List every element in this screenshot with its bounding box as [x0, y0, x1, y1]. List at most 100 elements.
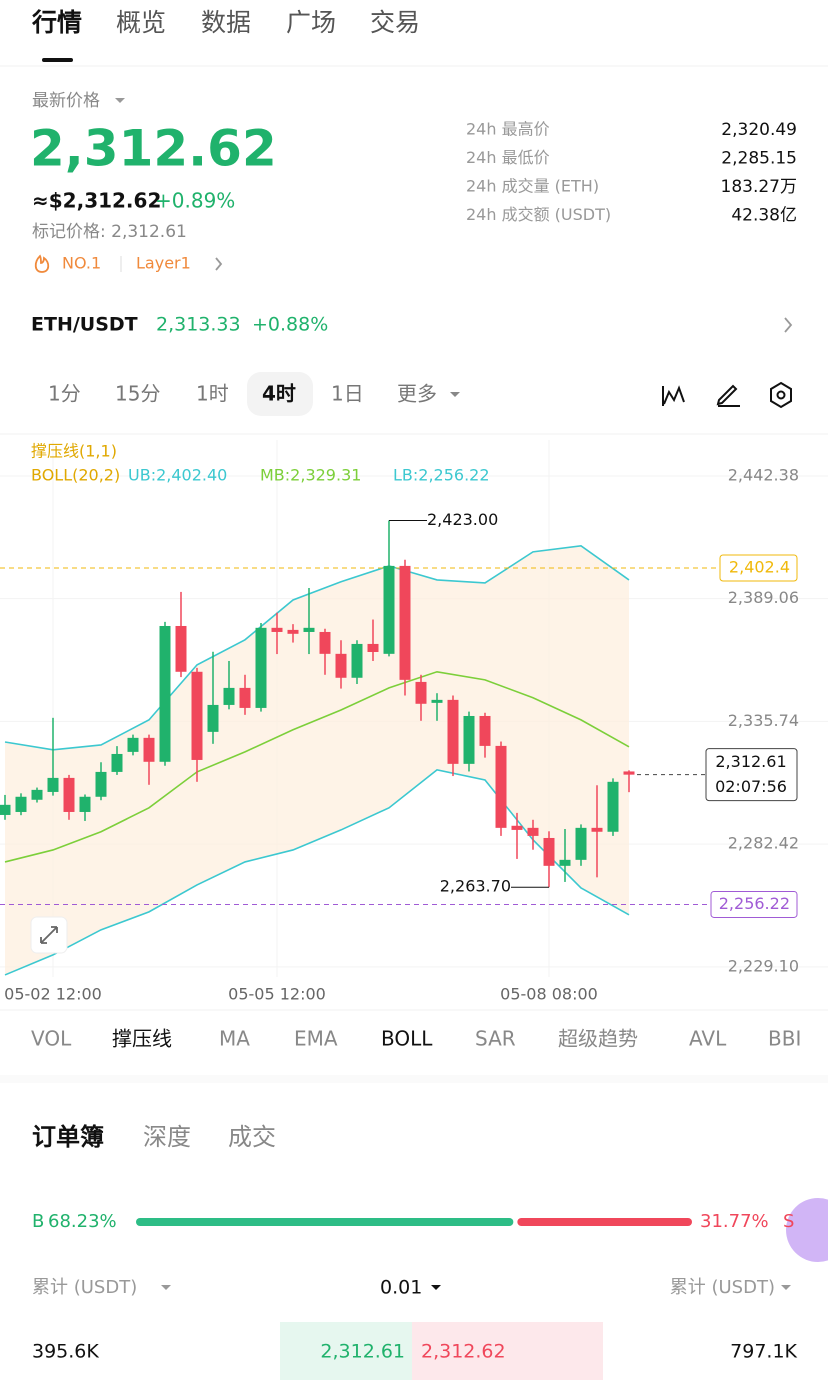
timeframe[interactable]: 更多 — [397, 382, 437, 406]
assistant-bubble[interactable] — [786, 1198, 828, 1262]
timeframe[interactable]: 1时 — [196, 382, 229, 406]
y-tick-label: 2,389.06 — [728, 588, 799, 607]
column-header[interactable]: 0.01 — [380, 1277, 422, 1299]
indicator-tab[interactable]: BOLL — [381, 1027, 433, 1051]
level-label: 2,256.22 — [719, 894, 790, 913]
stat-label: 24h 成交量 (ETH) — [466, 177, 599, 196]
dropdown-icon[interactable] — [450, 392, 460, 397]
timeframe[interactable]: 4时 — [262, 382, 296, 406]
annotation-label: 2,423.00 — [427, 510, 498, 529]
ask-total: 797.1K — [730, 1341, 797, 1363]
level-box — [710, 890, 798, 918]
pair-change: +0.88% — [252, 314, 328, 336]
countdown: 02:07:56 — [715, 777, 787, 796]
dropdown-icon[interactable] — [431, 1285, 441, 1290]
timeframe[interactable]: 1日 — [331, 382, 364, 406]
candle-body — [463, 715, 475, 764]
candle-body — [591, 827, 603, 832]
candle-body — [207, 704, 219, 732]
stat-label: 24h 成交额 (USDT) — [466, 205, 611, 224]
boll-middle — [4, 670, 630, 863]
legend-mb: MB:2,329.31 — [260, 466, 361, 485]
candle-body — [143, 737, 155, 762]
indicator-tab[interactable]: VOL — [31, 1027, 72, 1051]
candle-body — [95, 771, 107, 797]
level-box — [719, 554, 798, 582]
candle-body — [383, 565, 395, 654]
fire-icon — [34, 254, 50, 273]
ask-price: 2,312.62 — [421, 1341, 506, 1363]
change: +0.89% — [155, 189, 235, 213]
indicator-tab[interactable]: 超级趋势 — [558, 1027, 638, 1051]
nav-tab[interactable]: 广场 — [286, 8, 336, 37]
indicator-tab[interactable]: AVL — [689, 1027, 727, 1051]
settings-icon[interactable] — [770, 381, 792, 409]
orderbook-tab[interactable]: 深度 — [143, 1123, 191, 1151]
indicator-tab[interactable]: 撑压线 — [112, 1027, 172, 1051]
tab-underline — [42, 58, 73, 62]
sell-bar — [517, 1218, 692, 1226]
candle-body — [431, 699, 443, 703]
candle-body — [335, 653, 347, 678]
indicator-tab[interactable]: BBI — [768, 1027, 801, 1051]
candle-body — [575, 827, 587, 860]
stat-value: 2,285.15 — [721, 149, 797, 169]
legend-ub: UB:2,402.40 — [128, 466, 227, 485]
y-tick-label: 2,442.38 — [728, 465, 799, 484]
candle-body — [255, 627, 267, 708]
settings-icon — [776, 390, 786, 400]
bid-depth — [280, 1322, 412, 1380]
nav-tab[interactable]: 概览 — [116, 8, 166, 37]
dropdown-icon[interactable] — [161, 1285, 171, 1290]
y-tick-label: 2,282.42 — [728, 834, 799, 853]
candle-body — [127, 737, 139, 752]
column-header: 累计 (USDT) — [32, 1277, 137, 1298]
timeframe[interactable]: 1分 — [48, 382, 81, 406]
tag: Layer1 — [136, 254, 191, 273]
candle-body — [319, 631, 331, 654]
nav-tab[interactable]: 交易 — [370, 8, 420, 37]
timeframe-active-bg — [247, 372, 313, 416]
indicator-tab[interactable]: MA — [219, 1027, 250, 1051]
boll-upper — [4, 545, 630, 751]
candle-body — [0, 804, 11, 815]
last-price-box — [705, 748, 798, 802]
candle-body — [239, 687, 251, 708]
draw-icon[interactable] — [716, 384, 740, 407]
nav-tab[interactable]: 行情 — [31, 8, 82, 37]
bid-price: 2,312.61 — [320, 1341, 405, 1363]
candle-body — [607, 781, 619, 832]
stat-label: 24h 最低价 — [466, 148, 550, 167]
legend-title: 撑压线(1,1) — [31, 442, 117, 461]
stat-value: 183.27万 — [721, 177, 797, 197]
candle-body — [367, 643, 379, 652]
price-label: 最新价格 — [32, 91, 100, 111]
x-tick-label: 05-08 08:00 — [500, 985, 598, 1004]
nav-tab[interactable]: 数据 — [201, 8, 251, 37]
x-tick-label: 05-05 12:00 — [228, 985, 326, 1004]
chevron — [215, 257, 223, 271]
ask-depth — [412, 1322, 603, 1380]
orderbook-tab[interactable]: 成交 — [228, 1123, 276, 1151]
dropdown-icon[interactable] — [781, 1285, 791, 1290]
candle-body — [303, 627, 315, 632]
stat-value: 42.38亿 — [731, 206, 797, 226]
candle-body — [415, 681, 427, 704]
indicator-tab[interactable]: EMA — [294, 1027, 338, 1051]
candle-body — [399, 565, 411, 680]
expand-icon — [40, 926, 58, 944]
candle-body — [351, 643, 363, 678]
candle-body — [191, 671, 203, 760]
timeframe[interactable]: 15分 — [115, 382, 160, 406]
y-tick-label: 2,229.10 — [728, 956, 799, 975]
candle-body — [495, 745, 507, 828]
indicator-icon[interactable] — [662, 385, 685, 406]
orderbook-tab[interactable]: 订单簿 — [32, 1123, 104, 1151]
buy-percent: 68.23% — [48, 1211, 117, 1232]
divider — [0, 1075, 828, 1083]
band-fill — [5, 545, 629, 975]
indicator-tab[interactable]: SAR — [475, 1027, 516, 1051]
chevron[interactable] — [784, 317, 793, 333]
